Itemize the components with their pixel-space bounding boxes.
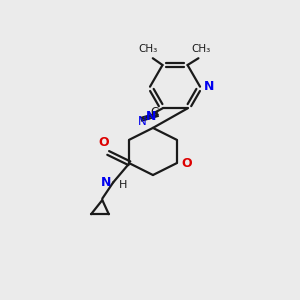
- Text: H: H: [118, 180, 127, 190]
- Text: N: N: [101, 176, 111, 190]
- Text: O: O: [99, 136, 110, 149]
- Text: N: N: [137, 115, 146, 128]
- Text: N: N: [146, 110, 157, 124]
- Text: N: N: [204, 80, 214, 93]
- Text: CH₃: CH₃: [138, 44, 158, 54]
- Text: C: C: [150, 106, 158, 119]
- Text: O: O: [181, 157, 191, 170]
- Text: CH₃: CH₃: [192, 44, 211, 54]
